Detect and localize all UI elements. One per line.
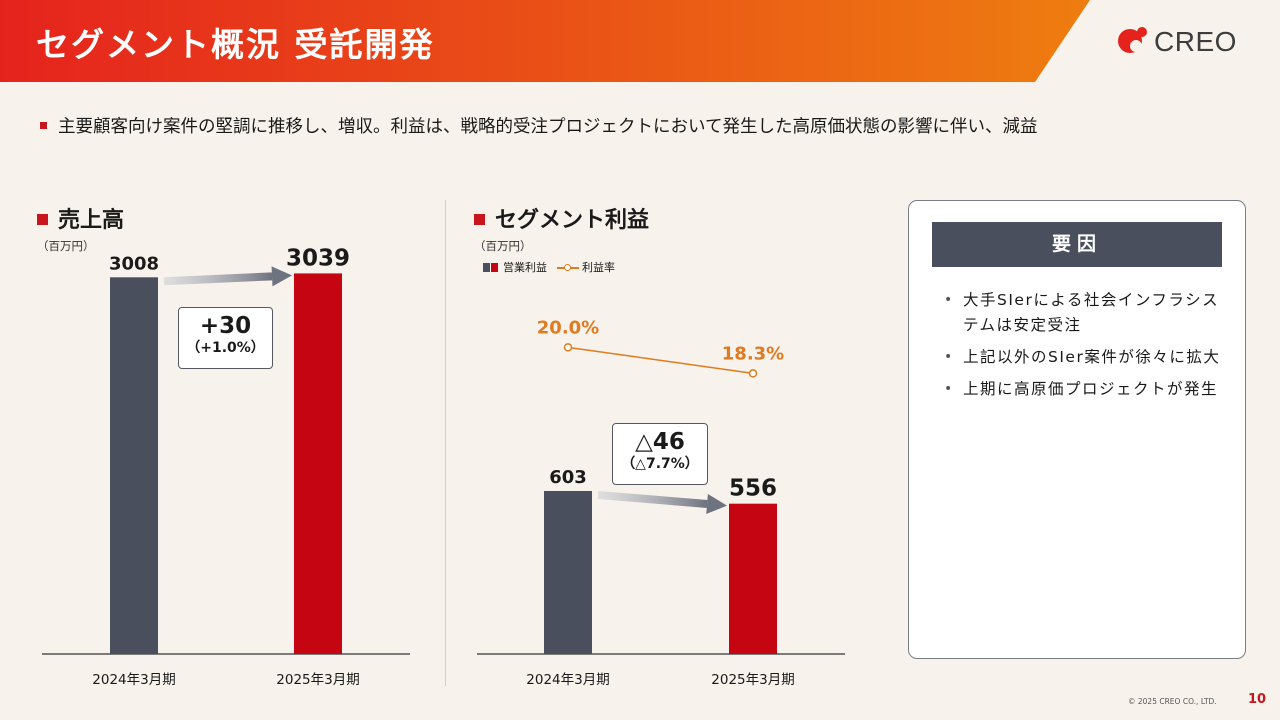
revenue-bar-1 <box>110 277 158 654</box>
factors-title: 要因 <box>932 222 1222 267</box>
factor-item: 大手SIerによる社会インフラシステムは安定受注 <box>941 288 1225 338</box>
header-banner: セグメント概況 受託開発 <box>0 0 1280 82</box>
lead-summary: 主要顧客向け案件の堅調に推移し、増収。利益は、戦略的受注プロジェクトにおいて発生… <box>40 113 1037 138</box>
profit-change-percent: （△7.7%） <box>621 456 699 472</box>
legend-swatch-red <box>491 262 498 272</box>
revenue-trend-arrow-shaft <box>163 272 273 286</box>
revenue-change-box: +30 （+1.0%） <box>178 307 273 369</box>
profit-margin-point-1 <box>563 343 573 352</box>
profit-legend: 営業利益 利益率 <box>483 259 615 275</box>
factors-panel: 要因 大手SIerによる社会インフラシステムは安定受注 上記以外のSIer案件が… <box>908 200 1246 659</box>
profit-trend-arrow-head <box>706 494 727 514</box>
profit-value-label-1: 603 <box>549 467 587 488</box>
bullet-square-icon <box>40 122 47 129</box>
profit-margin-label-1: 20.0% <box>537 317 599 338</box>
revenue-category-label-1: 2024年3月期 <box>92 672 175 688</box>
factor-item: 上期に高原価プロジェクトが発生 <box>941 377 1225 402</box>
logo-text: CREO <box>1154 26 1237 57</box>
revenue-bar-2 <box>294 273 342 654</box>
page-number: 10 <box>1248 692 1267 707</box>
revenue-value-label-2: 3039 <box>286 245 350 271</box>
profit-value-label-2: 556 <box>729 476 777 502</box>
header-background <box>0 0 1090 82</box>
profit-bar-1 <box>544 490 592 654</box>
factors-list: 大手SIerによる社会インフラシステムは安定受注 上記以外のSIer案件が徐々に… <box>941 288 1225 409</box>
revenue-title-text: 売上高 <box>58 208 125 233</box>
revenue-change-percent: （+1.0%） <box>186 340 265 356</box>
copyright: © 2025 CREO CO., LTD. <box>1128 697 1217 706</box>
bullet-square-icon <box>37 214 48 225</box>
creo-logo: CREO <box>1114 22 1254 62</box>
bullet-square-icon <box>474 214 485 225</box>
factor-item: 上記以外のSIer案件が徐々に拡大 <box>941 345 1225 370</box>
logo-mark-icon <box>1118 27 1147 53</box>
revenue-unit-label: （百万円） <box>37 239 95 253</box>
page-title: セグメント概況 受託開発 <box>36 25 435 64</box>
profit-margin-label-2: 18.3% <box>722 343 784 364</box>
profit-section-title: セグメント利益 <box>474 202 649 234</box>
profit-bar-2 <box>729 503 777 654</box>
profit-margin-line <box>567 346 754 375</box>
legend-bar-label: 営業利益 <box>503 261 547 274</box>
revenue-change-value: +30 <box>199 313 252 339</box>
revenue-trend-arrow-head <box>271 266 292 287</box>
profit-change-value: △46 <box>635 429 685 455</box>
profit-margin-point-2 <box>748 369 758 378</box>
profit-title-text: セグメント利益 <box>495 208 650 233</box>
profit-trend-arrow-shaft <box>597 490 708 509</box>
revenue-category-label-2: 2025年3月期 <box>276 672 359 688</box>
profit-category-label-1: 2024年3月期 <box>526 672 609 688</box>
revenue-value-label-1: 3008 <box>109 253 159 274</box>
legend-swatch-dark <box>483 262 490 272</box>
profit-category-label-2: 2025年3月期 <box>711 672 794 688</box>
lead-text: 主要顧客向け案件の堅調に推移し、増収。利益は、戦略的受注プロジェクトにおいて発生… <box>58 117 1038 137</box>
legend-line-icon <box>557 263 579 272</box>
profit-unit-label: （百万円） <box>474 239 532 253</box>
section-divider <box>445 200 446 686</box>
profit-change-box: △46 （△7.7%） <box>612 423 708 485</box>
revenue-section-title: 売上高 <box>37 202 124 234</box>
legend-line-label: 利益率 <box>582 261 615 274</box>
